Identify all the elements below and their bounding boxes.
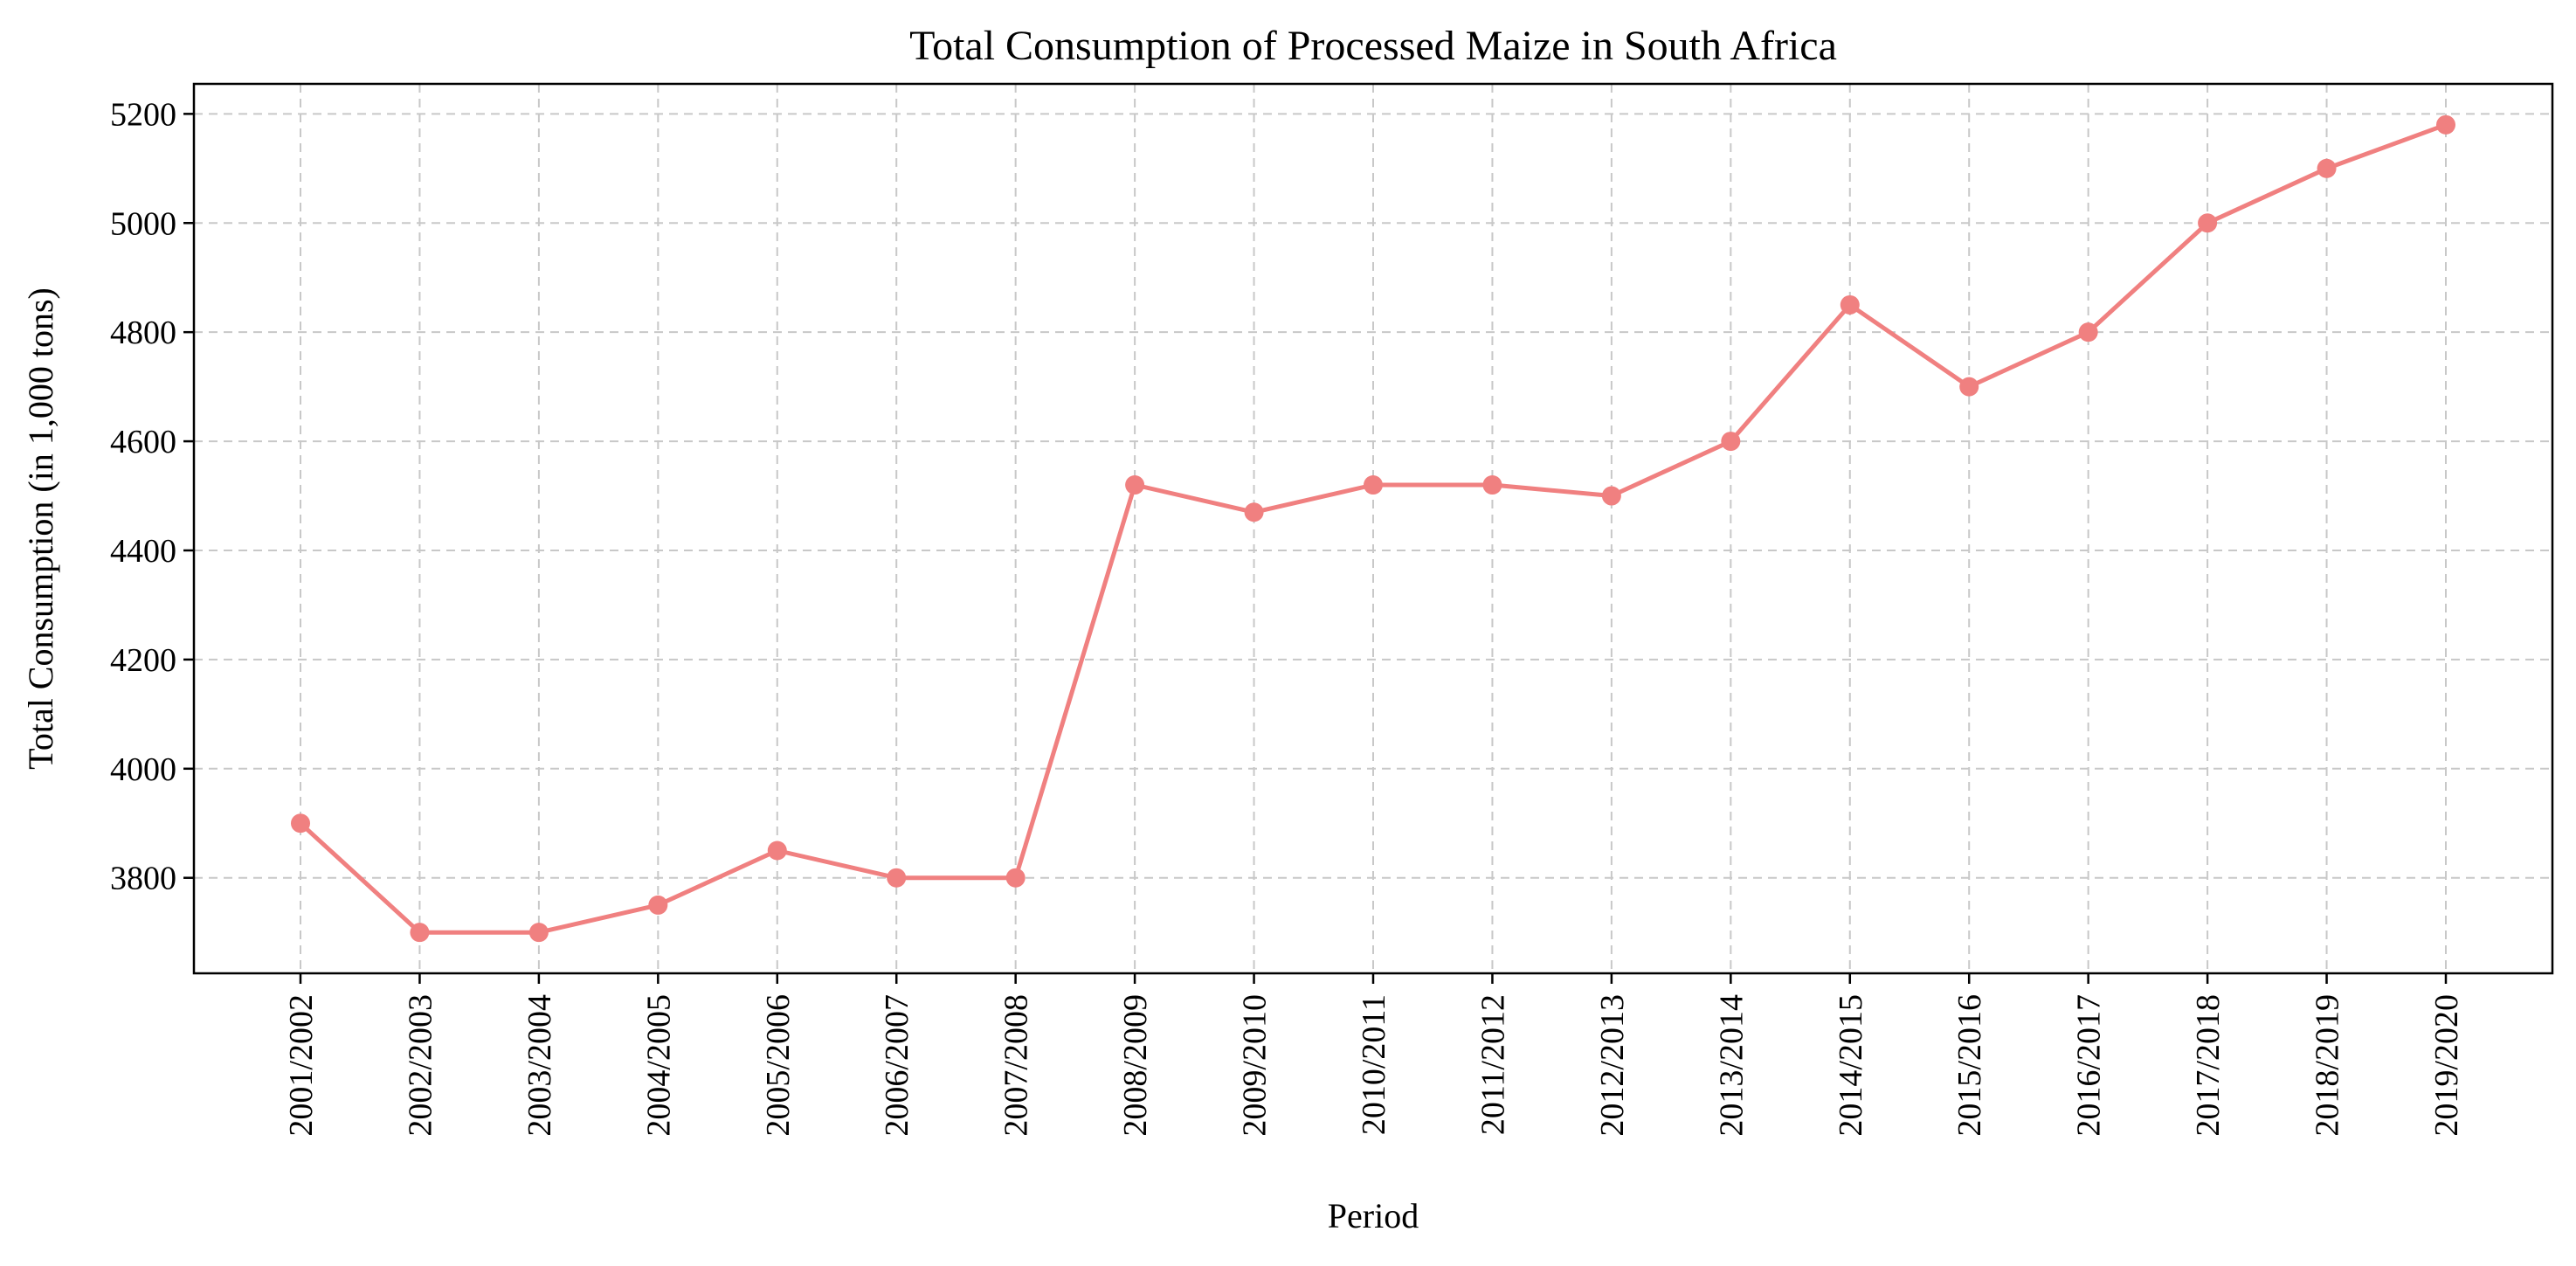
x-tick-label: 2006/2007 xyxy=(879,994,915,1137)
data-point xyxy=(1364,475,1383,495)
data-point xyxy=(648,895,668,915)
x-axis-title: Period xyxy=(1328,1196,1419,1235)
y-tick-label: 4400 xyxy=(110,533,176,570)
data-point xyxy=(1959,377,1979,397)
data-point xyxy=(2436,114,2455,135)
y-tick-label: 4600 xyxy=(110,424,176,460)
x-tick-label: 2002/2003 xyxy=(402,994,439,1137)
y-tick-label: 4200 xyxy=(110,642,176,679)
x-tick-label: 2018/2019 xyxy=(2310,994,2346,1137)
y-axis-title: Total Consumption (in 1,000 tons) xyxy=(21,287,60,770)
x-tick-label: 2004/2005 xyxy=(640,994,677,1137)
x-tick-label: 2011/2012 xyxy=(1474,994,1511,1135)
series-line xyxy=(299,122,2447,935)
data-point xyxy=(528,923,549,943)
data-point xyxy=(291,813,310,834)
data-point xyxy=(1244,502,1264,522)
grid-lines xyxy=(194,84,2552,973)
x-tick-label: 2014/2015 xyxy=(1833,994,1869,1137)
chart-title: Total Consumption of Processed Maize in … xyxy=(909,23,1837,69)
x-tick-label: 2008/2009 xyxy=(1117,994,1154,1137)
x-tick-label: 2003/2004 xyxy=(521,994,558,1137)
data-point xyxy=(1721,432,1741,452)
x-tick-label: 2009/2010 xyxy=(1237,994,1274,1137)
data-point xyxy=(2078,322,2098,342)
x-tick-label: 2001/2002 xyxy=(283,994,320,1137)
x-tick-label: 2019/2020 xyxy=(2428,994,2465,1137)
data-point xyxy=(1125,475,1145,495)
x-tick-label: 2007/2008 xyxy=(998,994,1035,1137)
y-tick-label: 4800 xyxy=(110,315,176,351)
data-point xyxy=(767,841,787,861)
data-point xyxy=(1482,475,1502,495)
series-layer xyxy=(291,114,2455,943)
data-point xyxy=(1005,868,1026,888)
x-tick-label: 2005/2006 xyxy=(760,994,797,1137)
data-point xyxy=(1601,486,1621,506)
data-point xyxy=(2198,213,2218,233)
y-axis: 3800 4000 4200 4400 4600 4800 5000 5200 xyxy=(110,96,194,897)
y-tick-label: 3800 xyxy=(110,861,176,897)
data-point xyxy=(2317,158,2337,178)
data-point xyxy=(887,868,907,888)
y-tick-label: 4000 xyxy=(110,751,176,788)
plot-frame xyxy=(192,82,2554,975)
x-tick-label: 2012/2013 xyxy=(1594,994,1631,1137)
y-tick-label: 5200 xyxy=(110,96,176,133)
y-tick-label: 5000 xyxy=(110,205,176,242)
x-tick-label: 2013/2014 xyxy=(1713,994,1750,1137)
data-point xyxy=(410,923,430,943)
x-tick-label: 2016/2017 xyxy=(2071,994,2108,1137)
x-tick-label: 2017/2018 xyxy=(2190,994,2227,1137)
data-point xyxy=(1840,294,1860,315)
x-tick-label: 2015/2016 xyxy=(1951,994,1988,1137)
x-tick-label: 2010/2011 xyxy=(1356,994,1392,1135)
x-axis: 2001/2002 2002/2003 2003/2004 2004/2005 2005… xyxy=(283,973,2465,1137)
